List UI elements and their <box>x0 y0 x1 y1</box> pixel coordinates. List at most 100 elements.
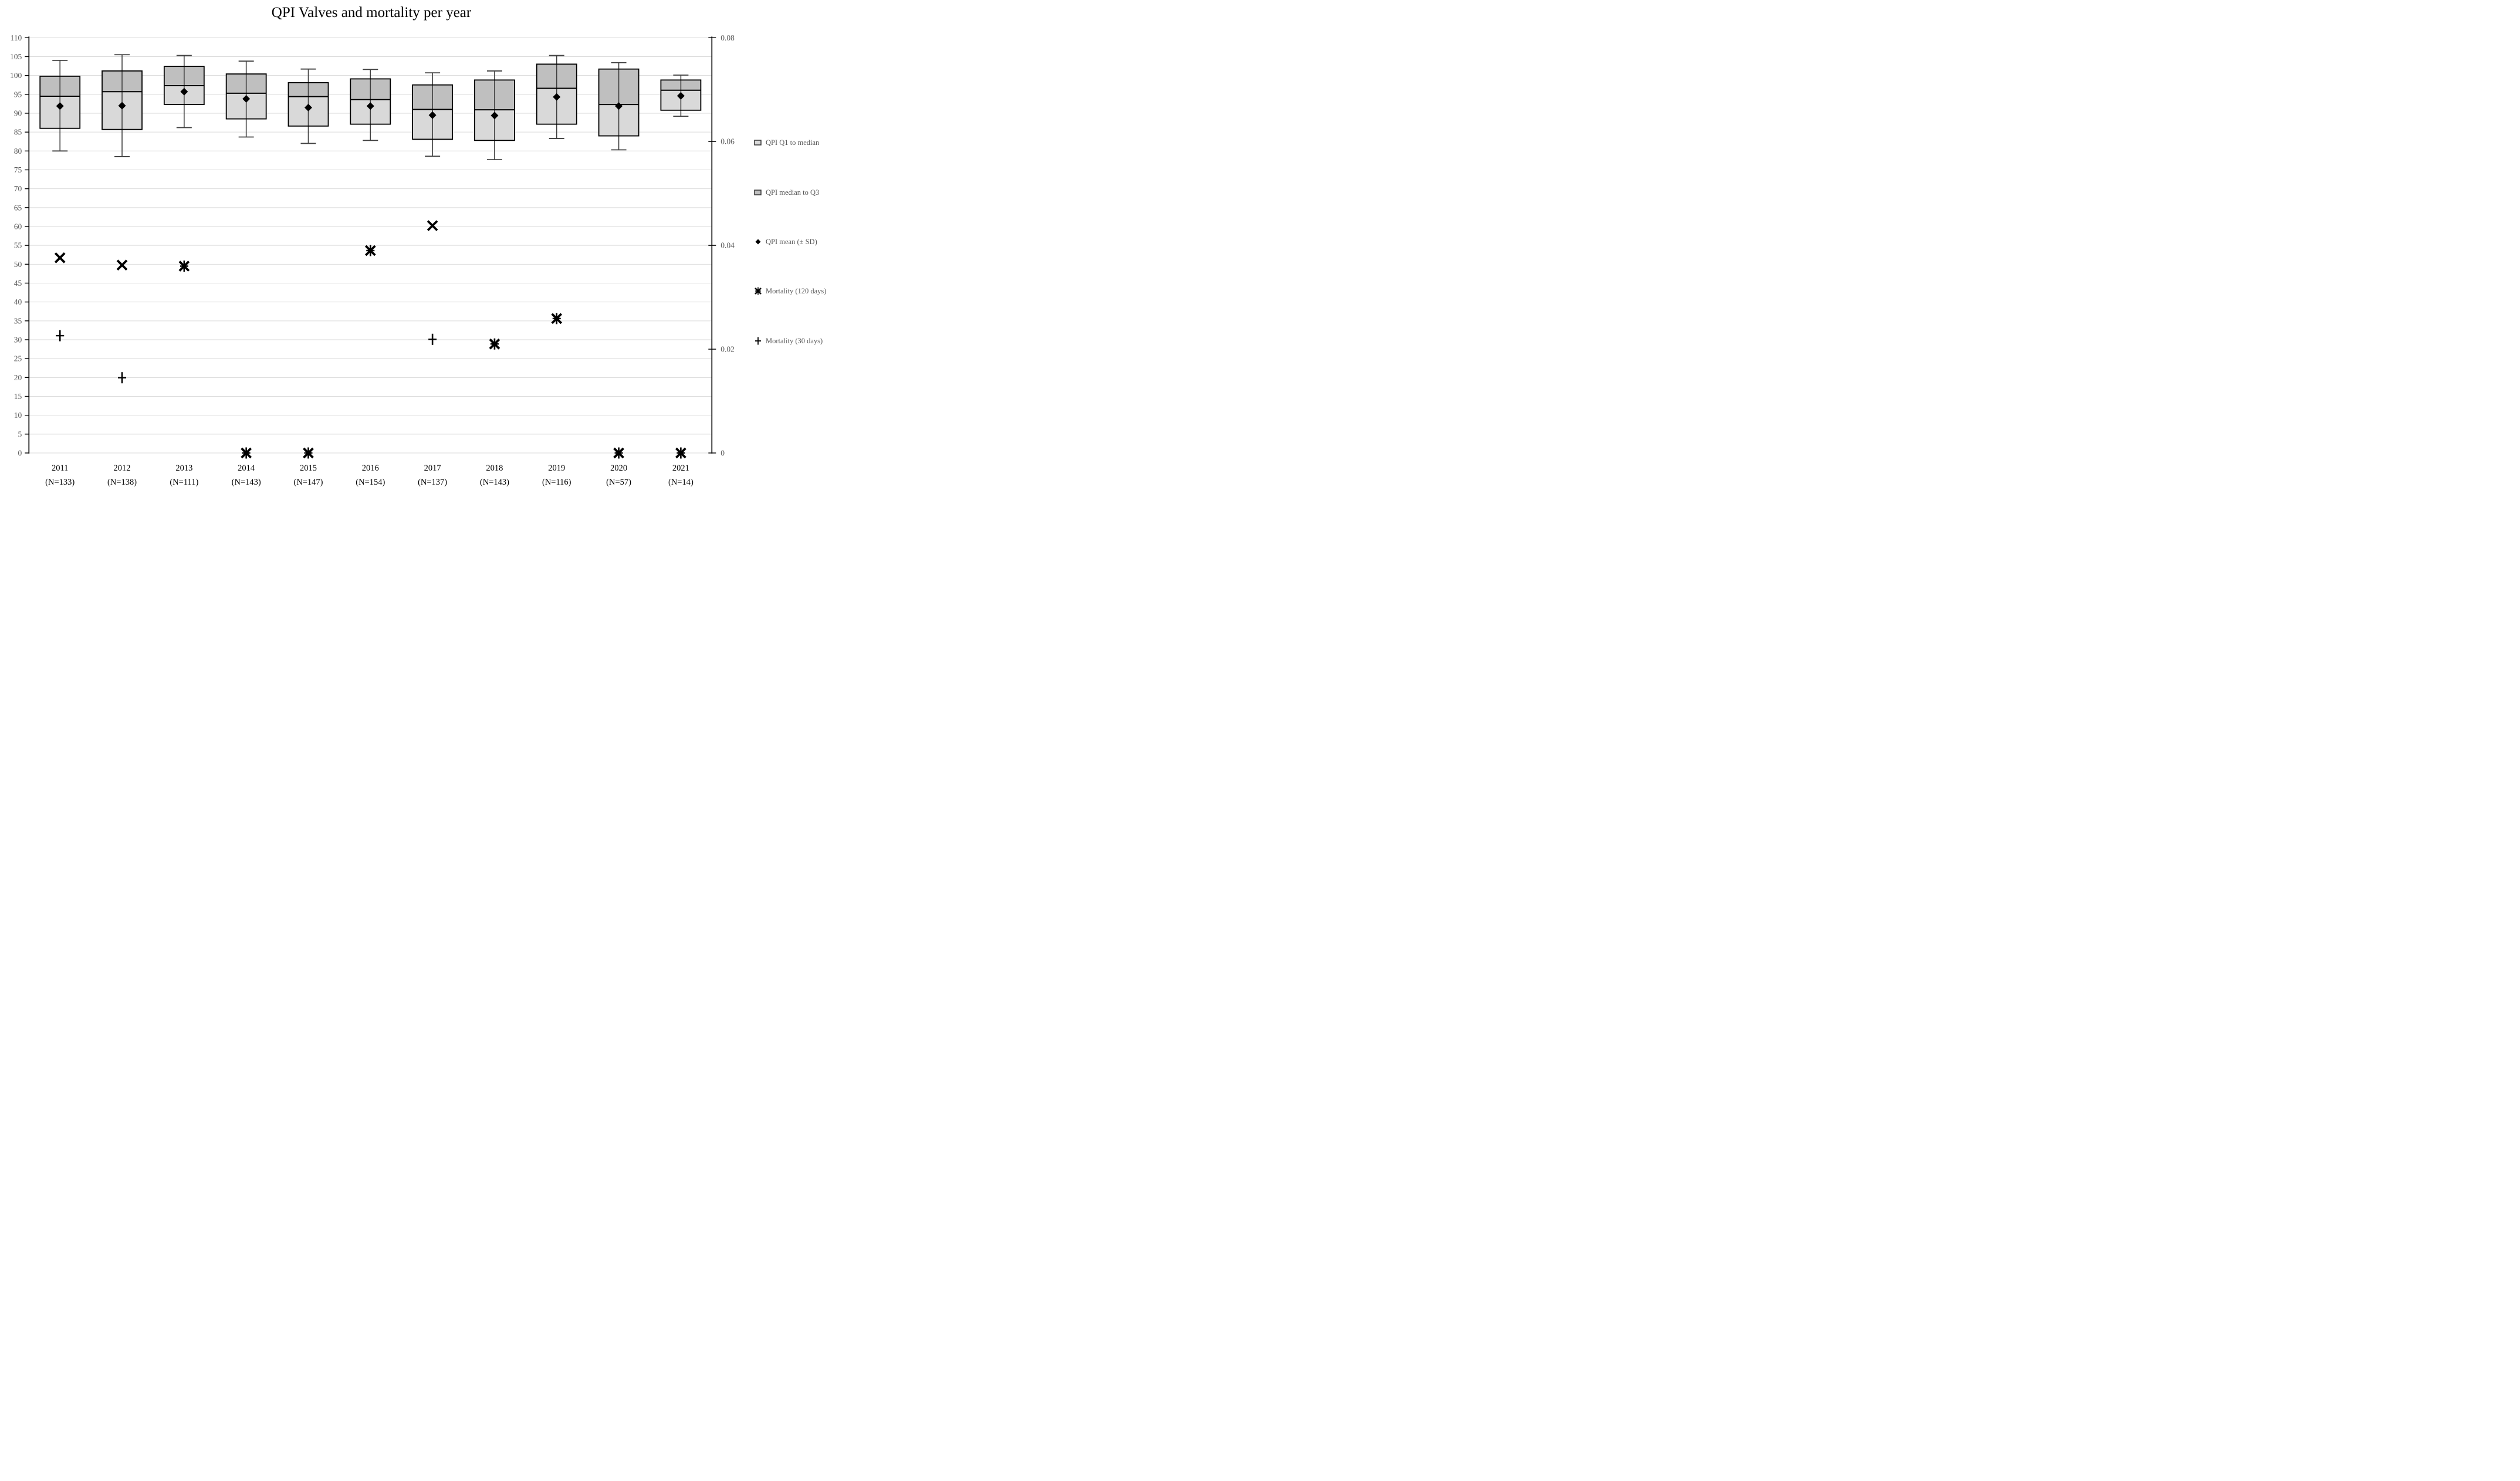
left-axis-tick-label: 35 <box>14 316 22 325</box>
year-label: 2016 <box>362 464 379 473</box>
chart-figure: QPI Valves and mortality per year 0 5 10 15… <box>0 0 840 493</box>
right-axis-tick-label: 0.02 <box>721 345 735 354</box>
n-label: (N=116) <box>542 478 571 487</box>
legend-item-mean: QPI mean (± SD) <box>753 237 817 246</box>
mean-diamond <box>615 102 623 110</box>
legend-item-q1-to-median: QPI Q1 to median <box>753 138 819 147</box>
mortality-120d-marker-2011 <box>54 252 66 263</box>
year-label: 2014 <box>238 464 255 473</box>
year-label: 2012 <box>114 464 131 473</box>
x-axis-labels: 2011 (N=133) 2012 (N=138) 2013 (N=111) 2014 (N=… <box>45 464 694 487</box>
left-axis-tick-label: 10 <box>14 411 22 420</box>
left-axis-tick-label: 70 <box>14 184 22 193</box>
mortality-120d-marker-2012 <box>116 259 128 271</box>
left-axis-tick-label: 75 <box>14 165 22 174</box>
left-axis-tick-label: 105 <box>10 52 22 61</box>
left-axis-tick-label: 65 <box>14 203 22 212</box>
year-label: 2018 <box>486 464 503 473</box>
boxplot-2016 <box>350 69 391 141</box>
axes: 0 5 10 15 20 25 30 35 40 45 50 55 60 65 70 75 80 85 90 95 10… <box>10 33 735 458</box>
mortality-120d-marker-2020 <box>613 447 624 459</box>
left-axis-tick-label: 0 <box>18 449 22 458</box>
left-axis-tick-label: 50 <box>14 260 22 269</box>
boxplot-2015 <box>287 68 329 144</box>
x-star-legend-icon <box>755 287 762 295</box>
n-label: (N=57) <box>606 478 631 487</box>
box-outline <box>350 78 391 125</box>
box-outline <box>660 79 702 111</box>
plus-legend-icon <box>755 337 761 345</box>
boxplot-2018 <box>474 70 515 161</box>
n-label: (N=138) <box>107 478 137 487</box>
mortality-120d-marker-2017 <box>427 220 438 231</box>
box-outline <box>536 63 577 125</box>
mortality-120d-marker-2015 <box>303 447 314 459</box>
legend-item-mortality-120: Mortality (120 days) <box>753 286 826 296</box>
year-label: 2020 <box>610 464 627 473</box>
legend-label: Mortality (120 days) <box>766 286 827 295</box>
n-label: (N=143) <box>480 478 509 487</box>
right-axis-tick-label: 0.04 <box>721 241 735 250</box>
left-axis-tick-label: 110 <box>11 33 22 42</box>
mortality-30d-marker-2017 <box>428 333 437 345</box>
year-label: 2019 <box>548 464 565 473</box>
mortality-120d-marker-2013 <box>178 261 190 272</box>
right-axis-tick-label: 0.06 <box>721 137 735 146</box>
chart-title: QPI Valves and mortality per year <box>271 5 472 21</box>
right-axis-tick-label: 0.08 <box>721 33 735 42</box>
mortality-30d-marker-2011 <box>56 330 65 341</box>
n-label: (N=111) <box>170 478 198 487</box>
n-label: (N=137) <box>418 478 447 487</box>
right-axis-tick-label: 0 <box>721 449 725 458</box>
left-axis-tick-label: 45 <box>14 279 22 288</box>
boxplot-2020 <box>598 62 640 151</box>
year-label: 2017 <box>424 464 441 473</box>
boxplot-2014 <box>225 60 267 138</box>
n-label: (N=143) <box>232 478 261 487</box>
mortality-30d-marker-2012 <box>118 372 127 384</box>
gridlines <box>29 37 712 454</box>
legend-label: QPI Q1 to median <box>766 138 820 147</box>
mean-diamond <box>676 92 685 100</box>
left-axis-tick-label: 30 <box>14 335 22 344</box>
boxplot-2012 <box>102 54 143 157</box>
boxplot-2017 <box>412 72 454 157</box>
mean-diamond <box>242 95 251 103</box>
left-axis-tick-label: 55 <box>14 241 22 250</box>
mean-diamond <box>56 102 64 110</box>
mean-diamond <box>304 103 312 111</box>
left-axis-tick-label: 25 <box>14 354 22 363</box>
box-dark-legend-icon <box>754 190 762 195</box>
mean-diamond <box>428 111 437 119</box>
legend-item-mortality-30: Mortality (30 days) <box>753 336 823 346</box>
box-outline <box>39 76 81 129</box>
boxplot-2019 <box>536 55 577 139</box>
box-outline <box>102 70 143 130</box>
box-outline <box>225 73 267 120</box>
box-outline <box>412 84 454 140</box>
left-axis-tick-label: 40 <box>14 297 22 306</box>
year-label: 2015 <box>300 464 317 473</box>
left-axis-tick-label: 80 <box>14 147 22 155</box>
boxplot-2021 <box>660 75 702 117</box>
box-outline <box>287 82 329 127</box>
boxplot-2011 <box>39 60 81 152</box>
left-axis-tick-label: 5 <box>18 430 22 438</box>
left-axis-tick-label: 90 <box>14 109 22 117</box>
mean-diamond <box>180 87 188 96</box>
left-axis-tick-label: 15 <box>14 392 22 401</box>
year-label: 2011 <box>52 464 68 473</box>
mortality-120d-marker-2014 <box>241 447 252 459</box>
box-outline <box>598 68 640 137</box>
mean-diamond <box>118 102 126 110</box>
left-axis-tick-label: 95 <box>14 90 22 99</box>
mean-diamond <box>366 102 374 110</box>
n-label: (N=147) <box>293 478 323 487</box>
chart-canvas: 0 5 10 15 20 25 30 35 40 45 50 55 60 65 70 75 80 85 90 95 10… <box>10 33 735 487</box>
mortality-120d-marker-2018 <box>489 338 500 350</box>
year-label: 2013 <box>175 464 192 473</box>
n-label: (N=133) <box>45 478 75 487</box>
left-axis-tick-label: 60 <box>14 222 22 231</box>
legend-label: QPI median to Q3 <box>766 188 820 197</box>
mean-diamond <box>553 93 561 101</box>
